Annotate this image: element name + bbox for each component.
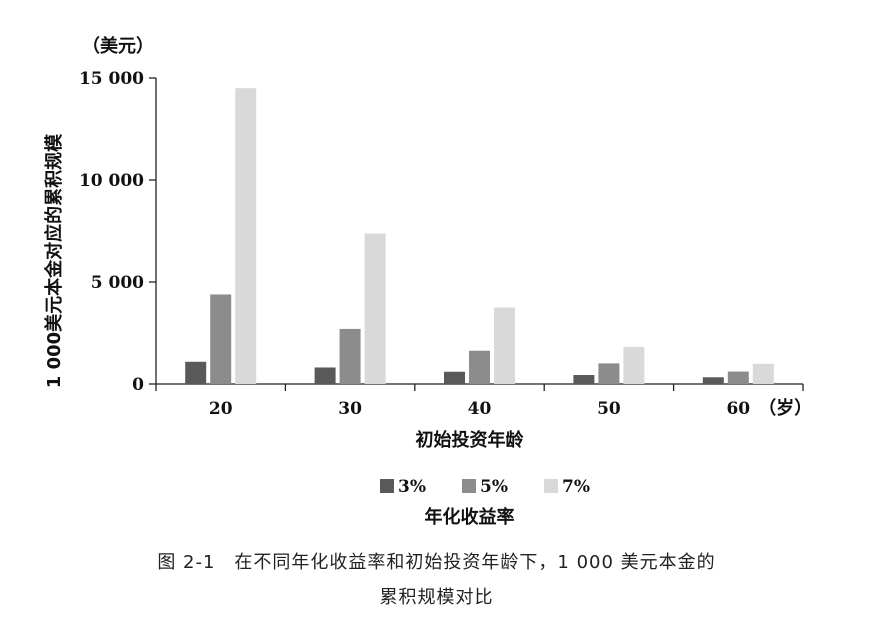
legend-label: 3%: [398, 477, 426, 497]
x-tick-label: 40: [468, 399, 492, 419]
bar: [469, 350, 490, 384]
bar: [494, 307, 515, 384]
x-tick-label: 20: [209, 399, 233, 419]
bar: [598, 363, 620, 384]
chart-labels: 0 5 000 10 000 15 000 20 30 40 50 60 （岁） 初始投资年龄 （美元…: [43, 35, 812, 451]
bar: [752, 363, 774, 384]
y-tick-label: 15 000: [79, 69, 144, 89]
bar: [727, 371, 749, 384]
chart-legend: 3% 5% 7% 年化收益率: [380, 477, 590, 528]
bar: [314, 367, 336, 384]
bar: [444, 371, 465, 384]
legend-title: 年化收益率: [425, 506, 515, 528]
y-axis-title: 1 000美元本金对应的累积规模: [43, 133, 65, 388]
legend-label: 7%: [562, 477, 590, 497]
bar-chart: 0 5 000 10 000 15 000 20 30 40 50 60 （岁） 初始投资年龄 （美元…: [43, 35, 812, 528]
bar: [573, 375, 595, 384]
x-tick-label: 60: [726, 399, 750, 419]
y-tick-label: 5 000: [91, 273, 144, 293]
bar: [210, 294, 232, 384]
chart-bars: [185, 88, 774, 384]
legend-label: 5%: [480, 477, 508, 497]
figure-caption-line-1: 图 2-1 在不同年化收益率和初始投资年龄下，1 000 美元本金的: [157, 552, 716, 573]
bar: [235, 88, 257, 384]
y-tick-label: 0: [132, 375, 144, 395]
x-unit-label: （岁）: [758, 397, 812, 419]
x-tick-label: 50: [597, 399, 621, 419]
legend-swatch: [380, 479, 394, 493]
legend-swatch: [462, 479, 476, 493]
y-tick-label: 10 000: [79, 171, 144, 191]
bar: [364, 233, 386, 384]
bar: [185, 361, 207, 384]
x-axis-title: 初始投资年龄: [416, 429, 525, 451]
figure-caption-line-2: 累积规模对比: [379, 587, 494, 608]
bar: [339, 328, 361, 384]
x-tick-label: 30: [338, 399, 362, 419]
legend-swatch: [544, 479, 558, 493]
bar: [702, 377, 724, 384]
bar: [623, 346, 645, 384]
y-unit-label: （美元）: [82, 35, 154, 57]
